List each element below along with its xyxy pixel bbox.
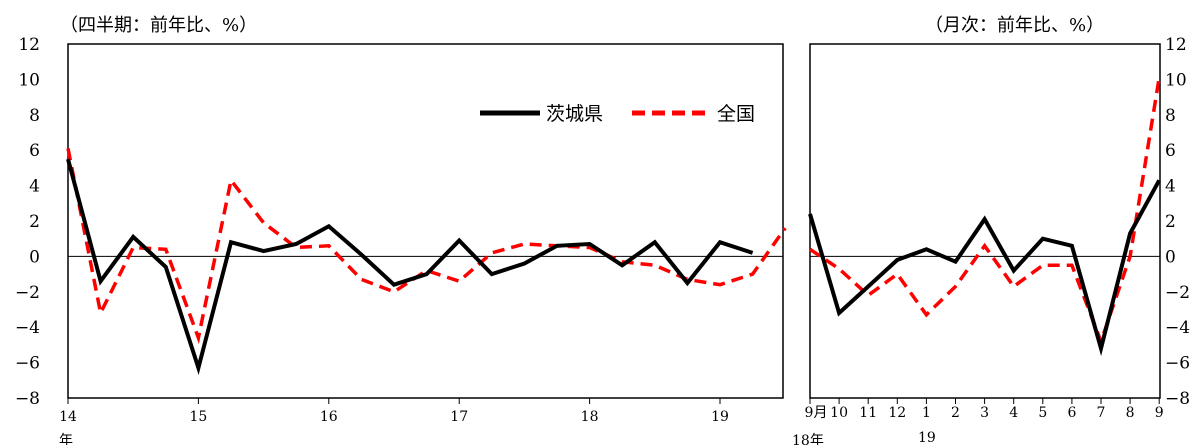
right-y-tick-label: −8 xyxy=(1165,389,1190,409)
right-x-year-label-18: 18年 xyxy=(792,433,824,445)
left-x-tick-label: 19 xyxy=(711,409,729,425)
left-y-tick-label: 12 xyxy=(18,35,40,55)
right-x-tick-label: 9月 xyxy=(805,405,828,421)
right-y-tick-label: 2 xyxy=(1165,212,1176,232)
right-series-ibaraki xyxy=(808,179,1161,357)
right-x-tick-label: 7 xyxy=(1097,405,1106,421)
left-x-axis: 14 15 16 17 18 19 xyxy=(59,398,729,425)
right-x-tick-label: 11 xyxy=(859,405,877,421)
left-plot-frame xyxy=(67,43,784,399)
right-x-tick-label: 3 xyxy=(980,405,989,421)
right-x-tick-label: 2 xyxy=(951,405,960,421)
right-x-tick-label: 5 xyxy=(1038,405,1047,421)
left-y-tick-label: 2 xyxy=(29,212,40,232)
right-y-tick-label: −6 xyxy=(1165,354,1190,374)
right-x-tick-label: 12 xyxy=(888,405,906,421)
right-y-tick-label: 8 xyxy=(1165,106,1176,126)
legend-label-national: 全国 xyxy=(717,103,755,125)
right-chart-caption: （月次：前年比、%） xyxy=(925,15,1104,36)
left-x-tick-label: 15 xyxy=(189,409,207,425)
left-y-tick-label: 6 xyxy=(29,141,40,161)
right-x-tick-label: 4 xyxy=(1009,405,1018,421)
right-x-axis: 9月 10 11 12 1 2 3 4 5 6 7 8 9 xyxy=(805,398,1164,421)
right-y-tick-label: 12 xyxy=(1165,35,1187,55)
series-layer xyxy=(66,77,1161,376)
left-x-tick-label: 14 xyxy=(59,409,77,425)
legend-label-ibaraki: 茨城県 xyxy=(546,103,603,125)
right-y-tick-label: −4 xyxy=(1165,318,1190,338)
left-y-tick-label: −8 xyxy=(15,389,40,409)
legend: 茨城県 全国 xyxy=(480,103,755,125)
left-y-tick-label: 10 xyxy=(18,70,40,90)
right-x-tick-label: 6 xyxy=(1067,405,1076,421)
left-y-tick-label: 4 xyxy=(29,177,40,197)
right-y-tick-label: −2 xyxy=(1165,283,1190,303)
left-x-unit-label: 年 xyxy=(59,433,73,445)
right-x-year-label-19: 19 xyxy=(918,430,936,445)
left-x-tick-label: 17 xyxy=(450,409,468,425)
right-y-tick-label: 6 xyxy=(1165,141,1176,161)
left-series-national xyxy=(66,148,787,345)
left-y-tick-label: 8 xyxy=(29,106,40,126)
left-y-tick-label: −4 xyxy=(15,318,40,338)
left-x-tick-label: 16 xyxy=(320,409,338,425)
left-y-tick-label: −6 xyxy=(15,354,40,374)
right-series-national xyxy=(809,77,1161,347)
right-y-tick-label: 0 xyxy=(1165,247,1176,267)
right-x-tick-label: 9 xyxy=(1155,405,1164,421)
right-y-tick-label: 4 xyxy=(1165,177,1176,197)
left-series-ibaraki xyxy=(66,158,754,376)
left-y-tick-label: −2 xyxy=(15,283,40,303)
right-y-axis: 12 10 8 6 4 2 0 −2 −4 −6 −8 xyxy=(1165,35,1190,409)
left-y-axis: 12 10 8 6 4 2 0 −2 −4 −6 −8 xyxy=(15,35,40,409)
right-x-tick-label: 8 xyxy=(1126,405,1135,421)
left-x-tick-label: 18 xyxy=(581,409,599,425)
left-chart-caption: （四半期：前年比、%） xyxy=(60,15,257,36)
right-y-tick-label: 10 xyxy=(1165,70,1187,90)
left-y-tick-label: 0 xyxy=(29,247,40,267)
right-x-tick-label: 10 xyxy=(830,405,848,421)
right-x-tick-label: 1 xyxy=(922,405,931,421)
